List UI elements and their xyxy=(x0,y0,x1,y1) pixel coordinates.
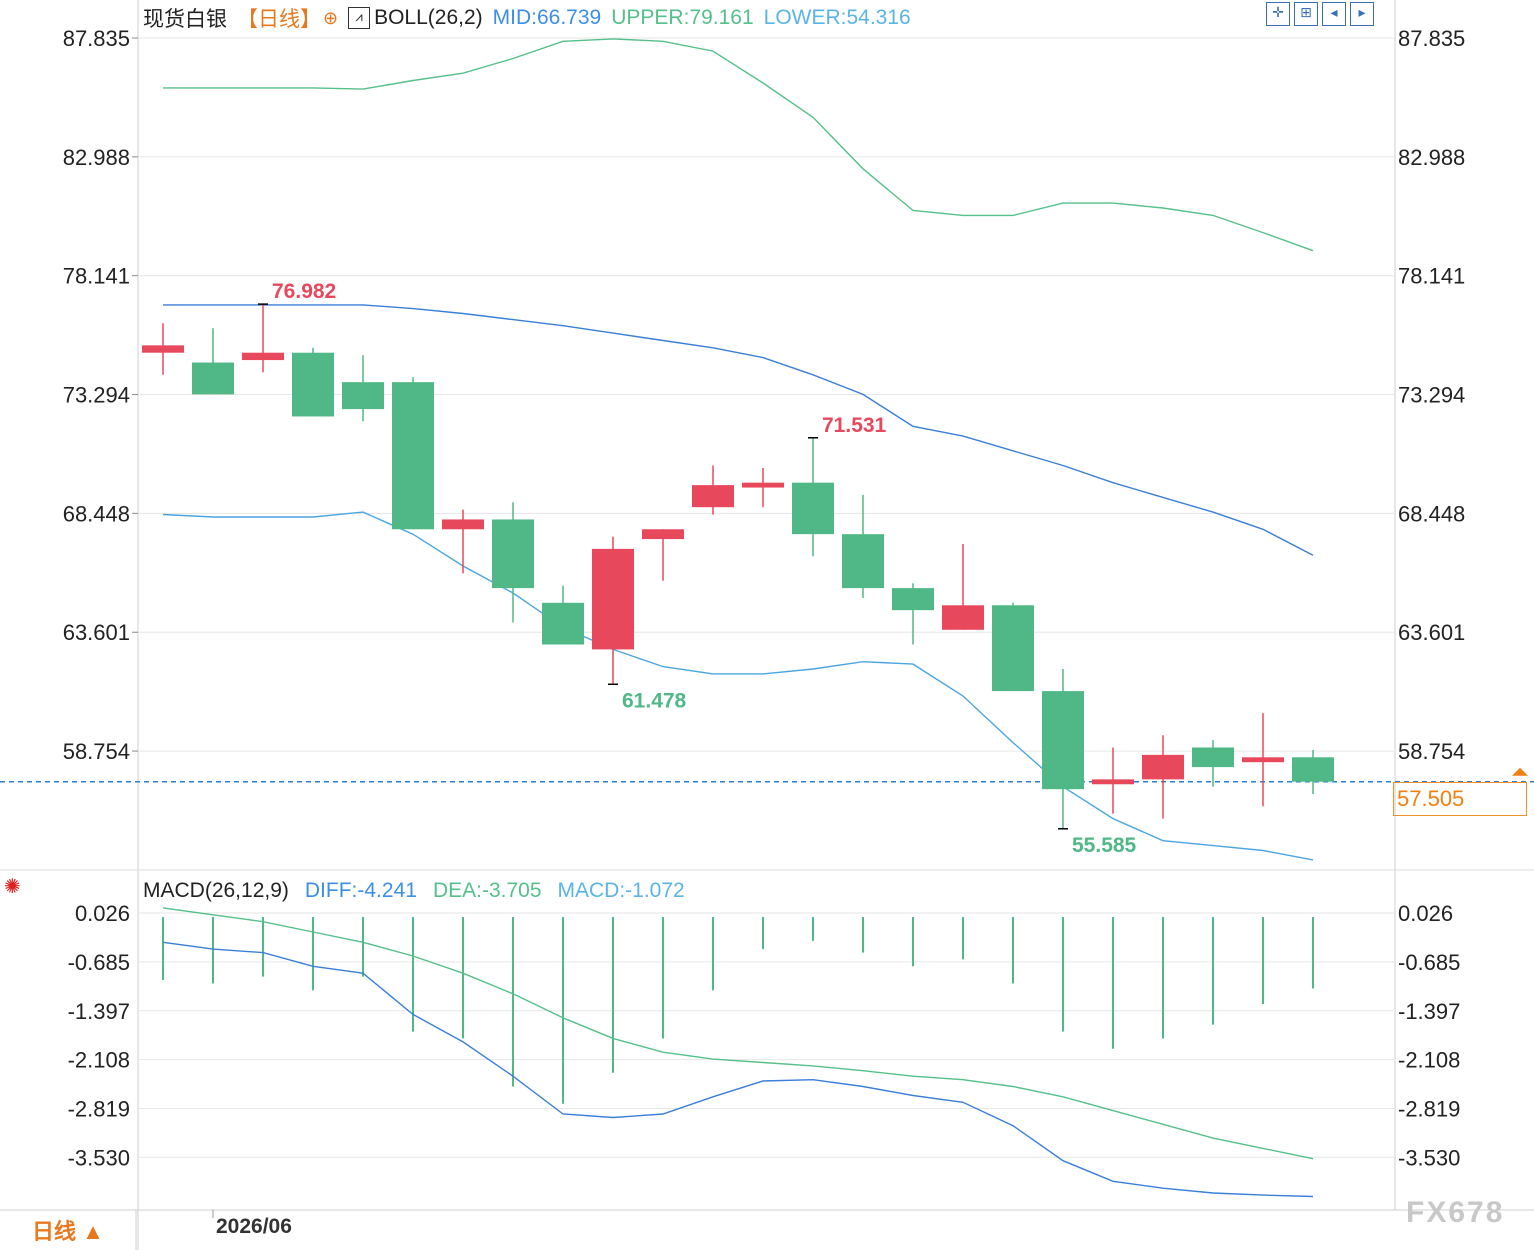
boll-indicator-icon[interactable]: ⩘ xyxy=(348,7,371,29)
candle-body xyxy=(592,548,634,650)
extreme-label: 55.585 xyxy=(1072,834,1137,857)
candle-body xyxy=(942,605,984,630)
macd-y-tick-label-right: 0.026 xyxy=(1398,901,1453,926)
macd-y-tick-label-left: 0.026 xyxy=(75,901,130,926)
crosshair-icon[interactable]: ✛ xyxy=(1266,2,1290,26)
candle-body xyxy=(242,352,284,361)
macd-diff-line xyxy=(162,941,1314,1198)
chart-header: 现货白银 【日线】 ⊕ ⩘ BOLL(26,2) MID:66.739 UPPE… xyxy=(143,4,921,32)
y-tick-label-left: 63.601 xyxy=(63,620,130,645)
candle-body xyxy=(1292,757,1334,782)
extreme-label: 76.982 xyxy=(272,280,336,303)
watermark: FX678 xyxy=(1406,1196,1505,1229)
macd-settings-icon[interactable]: ✺ xyxy=(4,876,21,898)
candle-body xyxy=(992,605,1034,692)
macd-header: MACD(26,12,9) DIFF:-4.241 DEA:-3.705 MAC… xyxy=(143,877,701,905)
candle-body xyxy=(1092,779,1134,785)
candle-body xyxy=(742,482,784,488)
y-tick-label-left: 73.294 xyxy=(63,383,130,408)
macd-y-tick-label-right: -2.108 xyxy=(1398,1048,1460,1073)
period-button[interactable]: 日线 ▲ xyxy=(32,1219,104,1244)
extreme-label: 61.478 xyxy=(622,689,687,712)
y-tick-label-right: 73.294 xyxy=(1398,383,1465,408)
candle-body xyxy=(392,382,434,530)
next-icon[interactable]: ▸ xyxy=(1350,2,1374,26)
prev-icon[interactable]: ◂ xyxy=(1322,2,1346,26)
macd-y-tick-label-right: -1.397 xyxy=(1398,999,1460,1024)
macd-y-tick-label-right: -0.685 xyxy=(1398,950,1460,975)
candle-body xyxy=(892,588,934,611)
macd-y-tick-label-left: -1.397 xyxy=(68,999,130,1024)
fit-icon[interactable]: ⊞ xyxy=(1294,2,1318,26)
boll-mid-line xyxy=(163,304,1314,556)
macd-y-tick-label-left: -3.530 xyxy=(68,1145,130,1170)
y-tick-label-right: 63.601 xyxy=(1398,620,1465,645)
macd-dea-line xyxy=(162,907,1314,1160)
x-axis-label: 2026/06 xyxy=(216,1215,292,1238)
candle-body xyxy=(642,529,684,540)
y-tick-label-left: 78.141 xyxy=(63,264,130,289)
candle-body xyxy=(1042,691,1084,790)
add-compare-icon[interactable]: ⊕ xyxy=(323,7,339,28)
candle-body xyxy=(1142,754,1184,780)
boll-lower-line xyxy=(162,511,1314,861)
candle-body xyxy=(192,362,234,395)
macd-y-tick-label-right: -2.819 xyxy=(1398,1096,1460,1121)
macd-y-tick-label-right: -3.530 xyxy=(1398,1145,1460,1170)
macd-diff: DIFF:-4.241 xyxy=(304,879,417,902)
candle-body xyxy=(792,482,834,535)
y-tick-label-right: 78.141 xyxy=(1398,264,1465,289)
boll-lower: LOWER:54.316 xyxy=(763,6,911,29)
candle-body xyxy=(1192,747,1234,768)
boll-upper-line xyxy=(163,38,1314,252)
boll-upper: UPPER:79.161 xyxy=(611,6,754,29)
period-tag: 【日线】 xyxy=(237,8,321,31)
candle-body xyxy=(142,345,184,353)
current-price-badge: 57.505 xyxy=(1393,782,1527,816)
y-tick-label-right: 82.988 xyxy=(1398,145,1465,170)
y-tick-label-right: 87.835 xyxy=(1398,26,1465,51)
candle-body xyxy=(542,602,584,645)
macd-y-tick-label-left: -2.819 xyxy=(68,1096,130,1121)
candle-body xyxy=(1242,757,1284,763)
candle-body xyxy=(292,352,334,417)
boll-label: BOLL(26,2) xyxy=(374,6,483,29)
y-tick-label-left: 87.835 xyxy=(63,26,130,51)
boll-mid: MID:66.739 xyxy=(492,6,602,29)
y-tick-label-left: 82.988 xyxy=(63,145,130,170)
macd-y-tick-label-left: -0.685 xyxy=(68,950,130,975)
current-price-marker xyxy=(1512,767,1528,776)
y-tick-label-right: 58.754 xyxy=(1398,739,1465,764)
macd-dea: DEA:-3.705 xyxy=(432,879,542,902)
y-tick-label-right: 68.448 xyxy=(1398,501,1465,526)
candle-body xyxy=(442,519,484,530)
macd-value: MACD:-1.072 xyxy=(557,879,685,902)
y-tick-label-left: 68.448 xyxy=(63,501,130,526)
instrument-name: 现货白银 xyxy=(143,8,227,31)
candle-body xyxy=(492,519,534,589)
extreme-label: 71.531 xyxy=(822,414,887,437)
macd-label: MACD(26,12,9) xyxy=(143,879,289,902)
macd-y-tick-label-left: -2.108 xyxy=(68,1048,130,1073)
toolbar: ✛ ⊞ ◂ ▸ xyxy=(1266,2,1374,26)
candle-body xyxy=(692,485,734,508)
candle-body xyxy=(842,534,884,589)
candle-body xyxy=(342,382,384,410)
y-tick-label-left: 58.754 xyxy=(63,739,130,764)
